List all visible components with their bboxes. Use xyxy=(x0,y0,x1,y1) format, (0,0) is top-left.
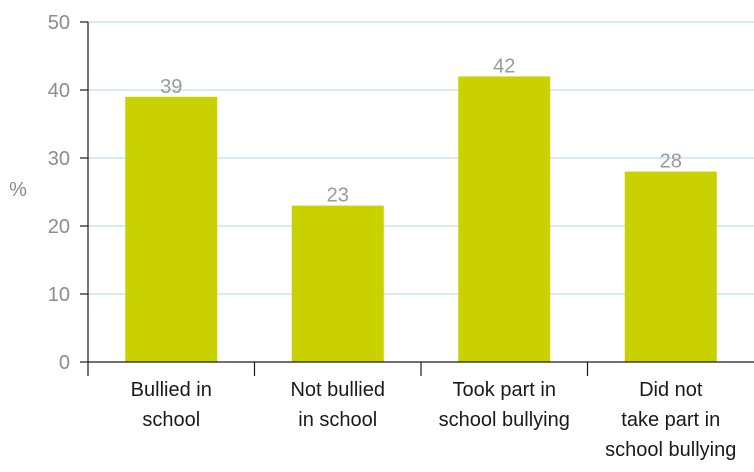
x-category-labels: Bullied in school Not bullied in school Took… xyxy=(131,379,737,461)
x-category-label: school bullying xyxy=(439,409,570,431)
x-category-label: Bullied in xyxy=(131,379,212,401)
y-tick-labels: 0 10 20 30 40 50 xyxy=(48,12,70,374)
y-tick-label: 10 xyxy=(48,284,70,306)
data-label: 42 xyxy=(493,55,515,77)
x-category-label: Not bullied xyxy=(290,379,385,401)
y-tick-label: 30 xyxy=(48,148,70,170)
y-tick-label: 40 xyxy=(48,80,70,102)
x-category-label: school bullying xyxy=(605,439,736,461)
y-tick-label: 20 xyxy=(48,216,70,238)
bar xyxy=(125,96,218,363)
data-label: 39 xyxy=(160,76,182,98)
x-category-label: school xyxy=(142,409,200,431)
axes xyxy=(80,21,754,376)
data-label: 28 xyxy=(660,151,682,173)
x-category-label: Did not xyxy=(639,379,703,401)
x-category-label: in school xyxy=(298,409,377,431)
bar xyxy=(458,76,551,363)
bar xyxy=(624,171,717,362)
y-axis-label: % xyxy=(9,179,27,201)
x-category-label: Took part in xyxy=(453,379,556,401)
y-tick-label: 50 xyxy=(48,12,70,34)
bars xyxy=(125,76,717,363)
data-label: 23 xyxy=(327,185,349,207)
x-category-label: take part in xyxy=(621,409,720,431)
bar xyxy=(291,205,384,362)
y-tick-label: 0 xyxy=(59,352,70,374)
data-labels: 39 23 42 28 xyxy=(160,55,682,206)
